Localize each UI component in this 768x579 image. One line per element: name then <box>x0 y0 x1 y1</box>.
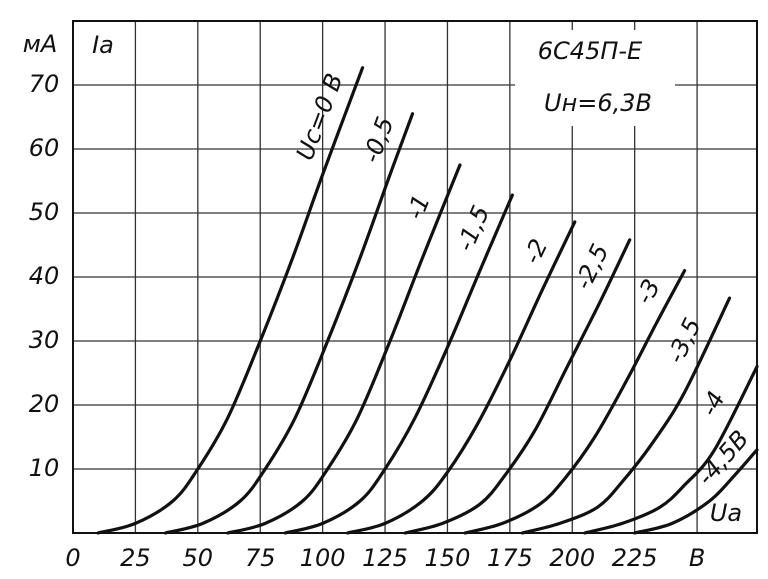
curve <box>163 112 415 535</box>
x-label-box <box>702 498 752 530</box>
curve <box>226 163 462 535</box>
title-box <box>515 30 675 126</box>
curve <box>283 193 514 535</box>
x-tick-label: 125 <box>362 544 408 572</box>
x-tick-label: 100 <box>300 544 346 572</box>
y-tick-label: 60 <box>29 134 60 162</box>
x-axis-label: Uа <box>710 499 742 527</box>
chart-title: 6С45П-Е <box>538 37 643 65</box>
y-axis-label: Iа <box>92 31 114 59</box>
series-label: -2 <box>518 235 554 269</box>
x-tick-label: 75 <box>245 544 276 572</box>
series-label: -3 <box>630 275 666 309</box>
x-tick-label: B <box>689 544 705 572</box>
unit-box <box>8 30 70 60</box>
x-tick-label: 150 <box>425 544 471 572</box>
curve <box>633 448 759 535</box>
x-tick-label: 25 <box>120 544 151 572</box>
series-label: Uc=0 B <box>291 70 349 164</box>
series-label: -4 <box>695 387 731 421</box>
plot-frame <box>72 20 758 534</box>
curve <box>520 296 732 535</box>
x-tick-label: 0 <box>65 544 80 572</box>
curve <box>345 220 577 535</box>
x-tick-label: 175 <box>487 544 533 572</box>
x-tick-label: 200 <box>549 544 595 572</box>
chart-subtitle: Uн=6,3В <box>544 89 652 117</box>
series-label: -0,5 <box>357 113 399 167</box>
y-tick-label: 70 <box>29 70 60 98</box>
curve <box>96 66 365 535</box>
curve <box>403 238 632 535</box>
y-tick-label: 10 <box>29 454 60 482</box>
x-tick-label: 50 <box>183 544 214 572</box>
y-tick-label: 40 <box>29 262 60 290</box>
y-tick-label: 30 <box>29 326 60 354</box>
curve <box>463 269 687 535</box>
series-label: -1 <box>401 191 436 224</box>
y-tick-label: 50 <box>29 198 60 226</box>
curve <box>583 365 759 535</box>
y-unit: мА <box>23 30 58 58</box>
x-tick-label: 225 <box>612 544 658 572</box>
y-tick-label: 20 <box>29 390 60 418</box>
y-label-box <box>80 30 126 62</box>
